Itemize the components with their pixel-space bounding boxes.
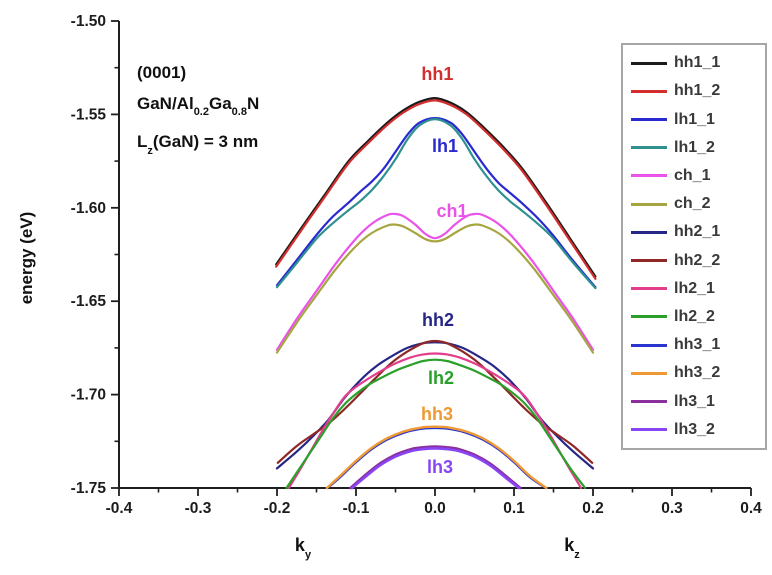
curve-hh1_1 — [275, 96, 597, 278]
legend-label: hh3_1 — [674, 336, 721, 354]
legend-entry-lh1_2: lh1_2 — [631, 136, 763, 160]
legend-label: lh2_1 — [674, 279, 715, 297]
legend-label: lh2_2 — [674, 307, 715, 325]
legend-line-swatch — [631, 428, 667, 432]
y-tick-label: -1.55 — [71, 106, 107, 123]
curve-hh3_2 — [325, 425, 548, 490]
legend-entry-lh2_1: lh2_1 — [631, 277, 763, 301]
legend-line-swatch — [631, 343, 667, 347]
legend-line-swatch — [631, 118, 667, 121]
y-axis-title: energy (eV) — [17, 211, 36, 305]
curve-lh1_2 — [275, 117, 597, 290]
curve-label-ch1: ch1 — [436, 201, 467, 221]
legend-entry-lh2_2: lh2_2 — [631, 305, 763, 329]
legend-line-swatch — [631, 371, 667, 375]
legend-entry-hh2_1: hh2_1 — [631, 220, 763, 244]
legend-line-swatch — [631, 61, 667, 65]
legend-label: ch_1 — [674, 166, 711, 184]
curve-lh2_2 — [285, 358, 587, 490]
x-tick-label: 0.2 — [582, 500, 604, 517]
legend-line-swatch — [631, 315, 667, 319]
curve-label-lh3: lh3 — [427, 457, 453, 477]
legend-label: lh3_1 — [674, 392, 715, 410]
legend-entry-hh3_2: hh3_2 — [631, 361, 763, 385]
y-tick-label: -1.65 — [71, 293, 107, 310]
x-tick-label: -0.4 — [106, 500, 133, 517]
legend-label: hh1_1 — [674, 54, 721, 72]
legend-label: lh1_2 — [674, 138, 715, 156]
legend-line-swatch — [631, 146, 667, 150]
legend-label: lh1_1 — [674, 110, 715, 128]
legend-line-swatch — [631, 230, 667, 234]
x-tick-label: -0.1 — [343, 500, 370, 517]
legend-entry-hh1_1: hh1_1 — [631, 51, 763, 75]
annotation-material: GaN/Al0.2Ga0.8N — [137, 94, 260, 119]
y-tick-label: -1.60 — [71, 200, 106, 217]
curve-hh1_2 — [275, 99, 597, 280]
x-tick-label: 0.4 — [740, 500, 762, 517]
y-tick-label: -1.75 — [71, 480, 107, 497]
annotation-orientation: (0001) — [137, 63, 187, 82]
legend-line-swatch — [631, 259, 667, 263]
annotation-well-width: Lz(GaN) = 3 nm — [137, 132, 259, 157]
curve-lh2_1 — [287, 352, 583, 490]
x-tick-label: 0.1 — [503, 500, 525, 517]
legend-entry-ch_2: ch_2 — [631, 192, 763, 216]
legend-entry-lh3_1: lh3_1 — [631, 390, 763, 414]
x-tick-label: -0.2 — [264, 500, 291, 517]
legend-entry-lh3_2: lh3_2 — [631, 418, 763, 442]
legend-line-swatch — [631, 174, 667, 178]
x-axis-title-kz: kz — [564, 535, 580, 561]
x-tick-label: -0.3 — [185, 500, 212, 517]
legend-entry-hh2_2: hh2_2 — [631, 249, 763, 273]
legend-label: lh3_2 — [674, 420, 715, 438]
legend-label: hh2_1 — [674, 223, 721, 241]
legend-line-swatch — [631, 287, 667, 291]
plot-annotation: (0001) GaN/Al0.2Ga0.8N Lz(GaN) = 3 nm — [137, 57, 259, 165]
legend-label: hh2_2 — [674, 251, 721, 269]
curve-label-hh1: hh1 — [421, 64, 453, 84]
legend-label: hh1_2 — [674, 82, 721, 100]
curve-label-lh2: lh2 — [428, 368, 454, 388]
curve-lh3_1 — [349, 445, 522, 490]
curve-label-lh1: lh1 — [432, 136, 458, 156]
legend-label: ch_2 — [674, 195, 711, 213]
legend-label: hh3_2 — [674, 364, 721, 382]
curve-ch_1 — [275, 212, 595, 351]
legend-line-swatch — [631, 400, 667, 404]
legend-entry-hh1_2: hh1_2 — [631, 79, 763, 103]
y-tick-label: -1.70 — [71, 387, 106, 404]
y-tick-label: -1.50 — [71, 13, 106, 30]
x-axis-title-ky: ky — [294, 535, 312, 561]
x-tick-label: 0.3 — [661, 500, 683, 517]
legend-line-swatch — [631, 202, 667, 206]
curve-lh3_2 — [350, 447, 520, 490]
curve-label-hh2: hh2 — [422, 310, 454, 330]
legend-line-swatch — [631, 89, 667, 93]
x-tick-label: 0.0 — [424, 500, 446, 517]
curve-ch_2 — [275, 223, 595, 354]
legend-entry-ch_1: ch_1 — [631, 164, 763, 188]
legend-entry-hh3_1: hh3_1 — [631, 333, 763, 357]
legend-entry-lh1_1: lh1_1 — [631, 108, 763, 132]
curve-label-hh3: hh3 — [421, 404, 453, 424]
